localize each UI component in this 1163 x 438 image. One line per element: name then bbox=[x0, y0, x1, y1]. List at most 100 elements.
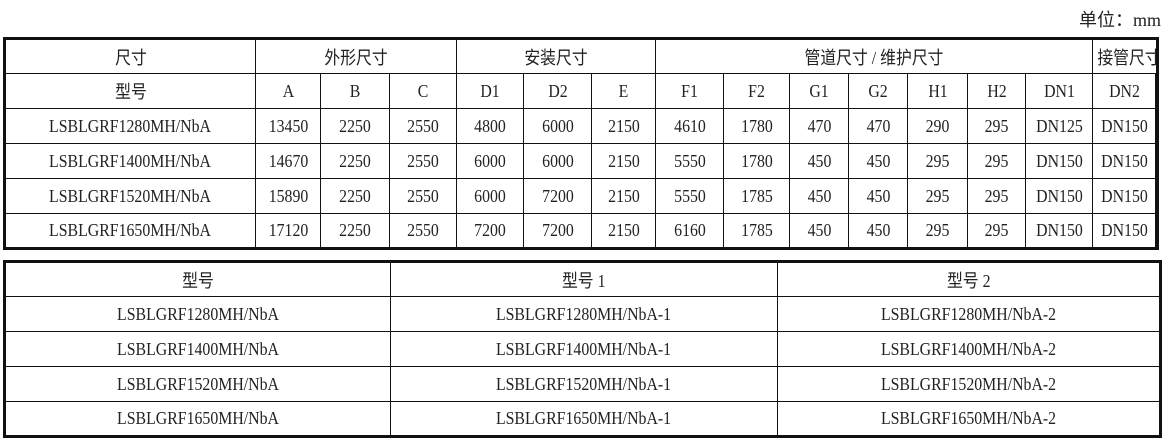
value-cell-text: DN125 bbox=[1035, 115, 1083, 136]
table-row: LSBLGRF1280MH/NbA LSBLGRF1280MH/NbA-1 LSBL… bbox=[4, 296, 1161, 332]
value-cell-text: 6000 bbox=[474, 150, 506, 171]
dimensions-table: 尺寸 外形尺寸 安装尺寸 管道尺寸 / 维护尺寸 接管尺寸 型号 A B C D1 D2 E F1 F2 G… bbox=[3, 37, 1159, 250]
table-row: LSBLGRF1400MH/NbA LSBLGRF1400MH/NbA-1 LSBL… bbox=[4, 331, 1161, 367]
value-cell: DN150 bbox=[1092, 108, 1157, 144]
group-header-text: 尺寸 bbox=[114, 47, 147, 68]
value-cell: DN150 bbox=[1025, 178, 1094, 214]
group-header: 接管尺寸 bbox=[1092, 38, 1158, 74]
value-cell-text: 2250 bbox=[339, 115, 371, 136]
column-header: DN2 bbox=[1092, 73, 1157, 109]
value-cell: 450 bbox=[848, 178, 909, 214]
value-cell: DN150 bbox=[1092, 213, 1157, 249]
value-cell-text: 2550 bbox=[407, 150, 439, 171]
column-header: H2 bbox=[967, 73, 1027, 109]
column-header: F1 bbox=[655, 73, 725, 109]
value-cell: 295 bbox=[967, 213, 1027, 249]
table-row: LSBLGRF1400MH/NbA 14670 2250 2550 6000 6000 21… bbox=[4, 143, 1158, 179]
value-cell-text: 17120 bbox=[268, 220, 308, 240]
group-header: 尺寸 bbox=[4, 38, 256, 74]
value-cell-text: 295 bbox=[984, 185, 1009, 206]
value-cell-text: 450 bbox=[866, 150, 890, 171]
value-cell-text: 295 bbox=[984, 150, 1009, 171]
value-cell: 450 bbox=[789, 143, 850, 179]
value-cell-text: 450 bbox=[807, 185, 831, 206]
model-cell-text: LSBLGRF1280MH/NbA-2 bbox=[880, 303, 1057, 324]
value-cell: DN150 bbox=[1092, 143, 1157, 179]
value-cell-text: 2150 bbox=[607, 115, 640, 136]
value-cell-text: 2150 bbox=[607, 185, 640, 206]
value-cell: 2550 bbox=[388, 143, 458, 179]
column-header-text: C bbox=[417, 80, 429, 101]
model-cell: LSBLGRF1520MH/NbA bbox=[4, 178, 256, 214]
value-cell: 6000 bbox=[523, 108, 593, 144]
model-cell: LSBLGRF1400MH/NbA-2 bbox=[777, 331, 1161, 367]
value-cell: 2150 bbox=[591, 178, 657, 214]
value-cell: 295 bbox=[907, 178, 969, 214]
value-cell-text: 295 bbox=[984, 220, 1009, 240]
table-row: LSBLGRF1520MH/NbA LSBLGRF1520MH/NbA-1 LSBL… bbox=[4, 366, 1161, 402]
value-cell-text: 2250 bbox=[339, 220, 371, 240]
model-cell-text: LSBLGRF1650MH/NbA-1 bbox=[496, 408, 672, 428]
value-cell: 1785 bbox=[723, 178, 791, 214]
column-header-row: 型号 A B C D1 D2 E F1 F2 G1 G2 H1 H2 DN1 DN2 bbox=[4, 73, 1158, 109]
column-header-text: G1 bbox=[809, 80, 829, 101]
model-cell: LSBLGRF1520MH/NbA bbox=[4, 366, 391, 402]
model-cell: LSBLGRF1650MH/NbA bbox=[4, 401, 391, 437]
value-cell: 14670 bbox=[255, 143, 321, 179]
column-header: 型号 1 bbox=[390, 261, 778, 297]
value-cell-text: 450 bbox=[807, 150, 831, 171]
column-header: A bbox=[255, 73, 321, 109]
value-cell-text: 1780 bbox=[740, 150, 773, 171]
value-cell-text: 1785 bbox=[740, 220, 773, 240]
value-cell-text: 450 bbox=[866, 220, 890, 240]
value-cell: 17120 bbox=[255, 213, 321, 249]
value-cell: 295 bbox=[967, 143, 1027, 179]
model-cell-text: LSBLGRF1280MH/NbA bbox=[49, 115, 212, 136]
value-cell-text: 1785 bbox=[740, 185, 773, 206]
value-cell: 13450 bbox=[255, 108, 321, 144]
model-cell-text: LSBLGRF1650MH/NbA-2 bbox=[880, 408, 1057, 428]
column-header: D2 bbox=[523, 73, 593, 109]
group-header-text: 管道尺寸 / 维护尺寸 bbox=[804, 47, 944, 68]
value-cell-text: 295 bbox=[984, 115, 1009, 136]
value-cell-text: 2250 bbox=[339, 185, 371, 206]
column-header-text: G2 bbox=[868, 80, 888, 101]
value-cell: 2550 bbox=[388, 213, 458, 249]
value-cell: 295 bbox=[907, 213, 969, 249]
value-cell: 2150 bbox=[591, 108, 657, 144]
table-row: LSBLGRF1650MH/NbA LSBLGRF1650MH/NbA-1 LSBL… bbox=[4, 401, 1161, 437]
value-cell-text: 295 bbox=[925, 150, 950, 171]
group-header-text: 接管尺寸 bbox=[1097, 47, 1158, 68]
model-cell: LSBLGRF1650MH/NbA-2 bbox=[777, 401, 1161, 437]
column-header: E bbox=[591, 73, 657, 109]
column-header: G2 bbox=[848, 73, 909, 109]
value-cell-text: 7200 bbox=[541, 220, 574, 240]
value-cell: 6160 bbox=[655, 213, 725, 249]
table-row: LSBLGRF1520MH/NbA 15890 2250 2550 6000 7200 21… bbox=[4, 178, 1158, 214]
column-header: 型号 bbox=[4, 261, 391, 297]
value-cell-text: DN150 bbox=[1035, 220, 1083, 240]
value-cell: DN150 bbox=[1025, 143, 1094, 179]
value-cell: 295 bbox=[907, 143, 969, 179]
value-cell: 1785 bbox=[723, 213, 791, 249]
value-cell-text: 6160 bbox=[673, 220, 706, 240]
value-cell: DN150 bbox=[1025, 213, 1094, 249]
column-header-text: DN1 bbox=[1043, 80, 1075, 101]
model-cell-text: LSBLGRF1520MH/NbA bbox=[117, 373, 279, 394]
column-header: F2 bbox=[723, 73, 791, 109]
header-row: 型号 型号 1 型号 2 bbox=[4, 261, 1161, 297]
value-cell: 6000 bbox=[523, 143, 593, 179]
value-cell: 450 bbox=[789, 213, 850, 249]
model-cell: LSBLGRF1400MH/NbA-1 bbox=[390, 331, 778, 367]
column-header: DN1 bbox=[1025, 73, 1094, 109]
value-cell: 450 bbox=[848, 213, 909, 249]
value-cell: 2250 bbox=[320, 178, 390, 214]
value-cell-text: 6000 bbox=[474, 185, 506, 206]
model-cell-text: LSBLGRF1400MH/NbA bbox=[49, 150, 212, 171]
value-cell-text: 4800 bbox=[474, 115, 506, 136]
value-cell: 7200 bbox=[523, 178, 593, 214]
model-cell: LSBLGRF1650MH/NbA-1 bbox=[390, 401, 778, 437]
model-cell: LSBLGRF1520MH/NbA-2 bbox=[777, 366, 1161, 402]
value-cell: 2550 bbox=[388, 178, 458, 214]
table-row: LSBLGRF1650MH/NbA 17120 2250 2550 7200 7200 21… bbox=[4, 213, 1158, 249]
